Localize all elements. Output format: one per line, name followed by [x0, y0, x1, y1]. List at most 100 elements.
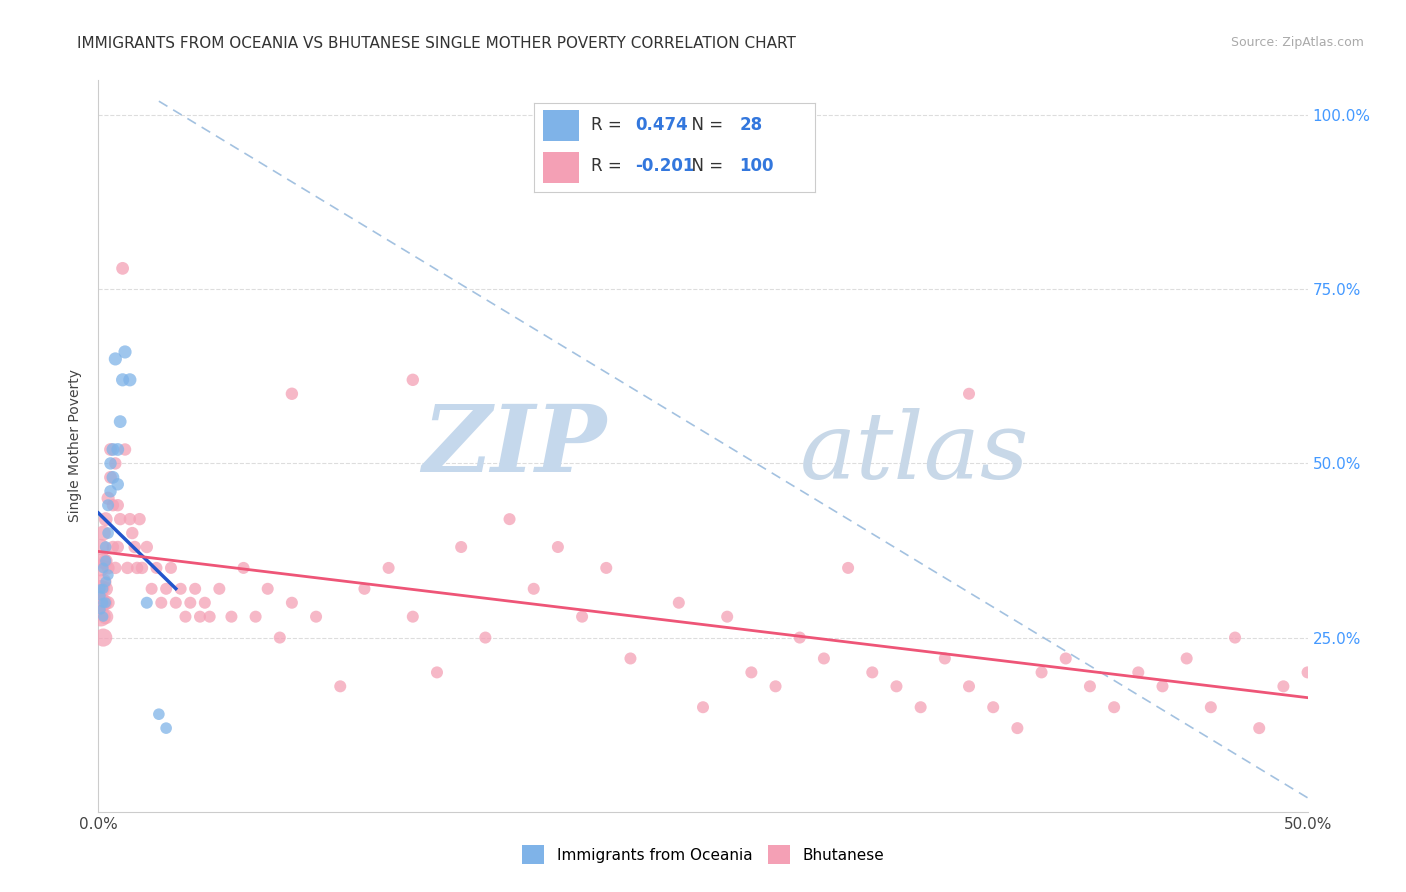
- Point: [474, 631, 496, 645]
- Text: Source: ZipAtlas.com: Source: ZipAtlas.com: [1230, 36, 1364, 49]
- Point: [94, 574, 117, 589]
- Point: [100, 442, 122, 457]
- Point: [1031, 665, 1053, 680]
- Point: [100, 484, 122, 499]
- Point: [118, 373, 141, 387]
- Point: [94, 609, 117, 624]
- Point: [90, 582, 112, 596]
- Point: [1249, 721, 1271, 735]
- Point: [221, 609, 243, 624]
- Text: IMMIGRANTS FROM OCEANIA VS BHUTANESE SINGLE MOTHER POVERTY CORRELATION CHART: IMMIGRANTS FROM OCEANIA VS BHUTANESE SIN…: [77, 36, 796, 51]
- Point: [450, 540, 472, 554]
- Point: [1102, 700, 1125, 714]
- Point: [97, 596, 120, 610]
- Point: [100, 457, 122, 471]
- Point: [94, 596, 117, 610]
- Point: [245, 609, 267, 624]
- Point: [269, 631, 291, 645]
- Point: [813, 651, 835, 665]
- Point: [107, 477, 129, 491]
- Point: [426, 665, 449, 680]
- Point: [1272, 679, 1295, 693]
- Point: [101, 498, 124, 512]
- Point: [91, 574, 114, 589]
- Point: [194, 596, 217, 610]
- Text: 28: 28: [740, 116, 762, 135]
- Text: N =: N =: [681, 157, 728, 176]
- Point: [184, 582, 207, 596]
- Point: [121, 526, 143, 541]
- Point: [107, 498, 129, 512]
- Point: [547, 540, 569, 554]
- Point: [97, 491, 120, 506]
- Point: [981, 700, 1004, 714]
- Point: [305, 609, 328, 624]
- Point: [160, 561, 183, 575]
- Point: [402, 609, 425, 624]
- Point: [179, 596, 201, 610]
- Point: [1199, 700, 1222, 714]
- Point: [104, 561, 127, 575]
- Point: [104, 351, 127, 366]
- Text: R =: R =: [591, 157, 627, 176]
- Point: [108, 415, 131, 429]
- Point: [1054, 651, 1077, 665]
- Point: [91, 561, 114, 575]
- Point: [118, 512, 141, 526]
- Point: [886, 679, 908, 693]
- Point: [117, 561, 139, 575]
- Point: [174, 609, 197, 624]
- Point: [90, 540, 112, 554]
- Point: [765, 679, 787, 693]
- Point: [131, 561, 153, 575]
- Point: [124, 540, 146, 554]
- Point: [1007, 721, 1029, 735]
- Point: [169, 582, 191, 596]
- Point: [97, 561, 120, 575]
- Point: [91, 609, 114, 624]
- Point: [498, 512, 520, 526]
- Point: [114, 345, 136, 359]
- Point: [789, 631, 811, 645]
- Point: [402, 373, 425, 387]
- Point: [281, 386, 304, 401]
- Point: [111, 261, 134, 276]
- Point: [91, 596, 114, 610]
- Point: [104, 457, 127, 471]
- Point: [97, 567, 120, 582]
- Legend: Immigrants from Oceania, Bhutanese: Immigrants from Oceania, Bhutanese: [516, 839, 890, 870]
- Bar: [543, 110, 579, 141]
- Point: [90, 561, 112, 575]
- Point: [97, 498, 120, 512]
- Point: [97, 526, 120, 541]
- Point: [90, 582, 112, 596]
- Point: [94, 554, 117, 568]
- Point: [165, 596, 187, 610]
- Point: [94, 554, 117, 568]
- Point: [155, 721, 177, 735]
- Point: [155, 582, 177, 596]
- Text: 0.474: 0.474: [636, 116, 689, 135]
- Point: [107, 540, 129, 554]
- Point: [91, 582, 114, 596]
- Point: [1296, 665, 1319, 680]
- Text: -0.201: -0.201: [636, 157, 695, 176]
- Point: [957, 386, 980, 401]
- Point: [91, 596, 114, 610]
- Point: [90, 609, 112, 624]
- Point: [934, 651, 956, 665]
- Point: [571, 609, 593, 624]
- Point: [329, 679, 352, 693]
- Point: [692, 700, 714, 714]
- Point: [111, 373, 134, 387]
- Point: [256, 582, 278, 596]
- Point: [232, 561, 254, 575]
- Point: [353, 582, 375, 596]
- Text: atlas: atlas: [800, 409, 1029, 499]
- Text: 100: 100: [740, 157, 775, 176]
- Point: [108, 512, 131, 526]
- Text: R =: R =: [591, 116, 627, 135]
- Point: [198, 609, 221, 624]
- Point: [90, 596, 112, 610]
- Point: [94, 540, 117, 554]
